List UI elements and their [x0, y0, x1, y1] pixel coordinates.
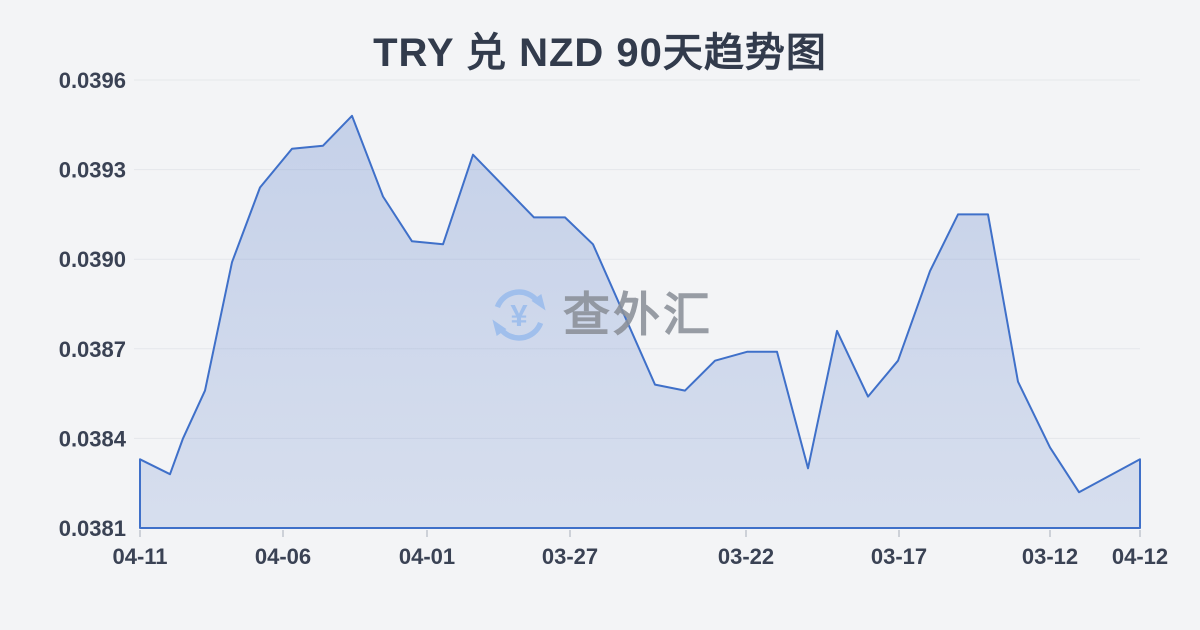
y-axis-label: 0.0381	[59, 516, 126, 541]
x-axis-label: 03-17	[871, 544, 927, 569]
x-axis-label: 03-27	[542, 544, 598, 569]
x-axis-label: 03-12	[1022, 544, 1078, 569]
x-axis-label: 04-11	[112, 544, 167, 569]
area-series	[139, 114, 1141, 529]
chart-title: TRY 兑 NZD 90天趋势图	[373, 31, 827, 75]
y-axis-label: 0.0393	[59, 158, 126, 183]
x-axis-label: 04-12	[1112, 544, 1168, 569]
y-axis-label: 0.0384	[59, 426, 127, 451]
x-axis-label: 04-01	[399, 544, 455, 569]
x-axis-label: 04-06	[255, 544, 311, 569]
x-axis-label: 03-22	[718, 544, 774, 569]
y-axis-label: 0.0390	[59, 247, 126, 272]
y-axis-label: 0.0396	[59, 68, 126, 93]
y-axis-label: 0.0387	[59, 337, 126, 362]
